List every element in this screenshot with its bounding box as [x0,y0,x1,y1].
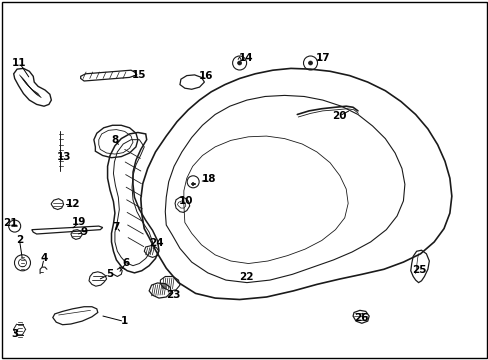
Circle shape [237,61,241,65]
Text: 25: 25 [411,265,426,275]
Text: 20: 20 [331,111,346,121]
Text: 22: 22 [239,272,253,282]
Text: 12: 12 [66,199,81,210]
Text: 15: 15 [132,70,146,80]
Text: 2: 2 [16,235,23,246]
Text: 24: 24 [149,238,163,248]
Text: 21: 21 [3,218,18,228]
Text: 8: 8 [112,135,119,145]
Text: 5: 5 [106,269,113,279]
Text: 13: 13 [56,152,71,162]
Text: 19: 19 [72,217,86,228]
Text: 18: 18 [202,174,216,184]
Text: 14: 14 [239,53,253,63]
Text: 7: 7 [112,222,120,232]
Text: 4: 4 [40,253,48,264]
Circle shape [308,61,312,65]
Text: 17: 17 [315,53,329,63]
Text: 23: 23 [165,290,180,300]
Text: 16: 16 [199,71,213,81]
Text: 6: 6 [122,258,129,268]
Text: 1: 1 [121,316,127,327]
Text: 3: 3 [11,329,18,339]
Text: 9: 9 [81,227,87,237]
Text: 11: 11 [12,58,27,68]
Text: 10: 10 [178,196,193,206]
Text: 26: 26 [353,312,367,323]
